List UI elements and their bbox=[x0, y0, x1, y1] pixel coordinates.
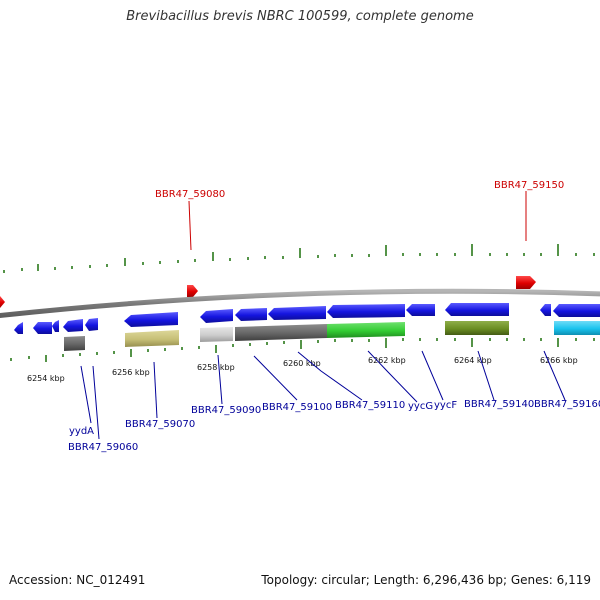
gene-label-bbr47-59060: BBR47_59060 bbox=[68, 442, 138, 453]
gene-label-bbr47-59100: BBR47_59100 bbox=[262, 402, 332, 413]
genome-backbone bbox=[0, 288, 600, 318]
ruler-label: 6266 kbp bbox=[540, 356, 578, 365]
ruler-label: 6256 kbp bbox=[112, 368, 150, 377]
forward-feature-bbr47-59150 bbox=[516, 276, 536, 289]
inner-tick-row bbox=[10, 338, 595, 362]
outer-tick-row bbox=[3, 244, 595, 273]
leader-lines bbox=[80, 191, 566, 440]
cds-blue bbox=[33, 322, 52, 334]
forward-feature-left-edge bbox=[0, 296, 5, 308]
cog-bar-khaki bbox=[125, 330, 179, 347]
cds-blue bbox=[540, 304, 551, 316]
cds-blue bbox=[124, 312, 178, 327]
cog-bar-light-gray bbox=[200, 327, 233, 342]
ruler-label: 6264 kbp bbox=[454, 356, 492, 365]
cog-function-bars bbox=[64, 321, 600, 351]
ruler-label: 6254 kbp bbox=[27, 374, 65, 383]
gene-label-bbr47-59160: BBR47_59160 bbox=[534, 399, 600, 410]
gene-label-yycf: yycF bbox=[434, 400, 457, 411]
cog-bar-olive bbox=[445, 321, 509, 335]
cog-bar-cyan bbox=[554, 321, 600, 335]
genome-title: Brevibacillus brevis NBRC 100599, comple… bbox=[126, 9, 474, 24]
cds-blue bbox=[200, 309, 233, 323]
gene-label-bbr47-59070: BBR47_59070 bbox=[125, 419, 195, 430]
cds-blue bbox=[327, 304, 405, 318]
gene-label-yyda: yydA bbox=[69, 426, 94, 437]
gene-label-yycg: yycG bbox=[408, 401, 433, 412]
ruler-label: 6260 kbp bbox=[283, 359, 321, 368]
gene-label-bbr47-59150: BBR47_59150 bbox=[494, 180, 564, 191]
cds-blue bbox=[553, 304, 600, 317]
cog-bar-dark-gray bbox=[64, 336, 85, 351]
ruler-labels: 6254 kbp 6256 kbp 6258 kbp 6260 kbp 6262… bbox=[27, 356, 578, 383]
cds-blue bbox=[445, 303, 509, 316]
cds-blue bbox=[52, 320, 59, 332]
accession-text: Accession: NC_012491 bbox=[9, 573, 146, 587]
cds-blue bbox=[85, 318, 98, 331]
forward-strand-features bbox=[0, 276, 536, 308]
cog-bar-green bbox=[327, 322, 405, 338]
gene-label-bbr47-59080: BBR47_59080 bbox=[155, 189, 225, 200]
ruler-label: 6262 kbp bbox=[368, 356, 406, 365]
gene-label-bbr47-59140: BBR47_59140 bbox=[464, 399, 534, 410]
cds-blue bbox=[268, 306, 326, 320]
cog-bar-dark-gray bbox=[235, 324, 327, 341]
cds-blue bbox=[406, 304, 435, 316]
ruler-label: 6258 kbp bbox=[197, 363, 235, 372]
cds-blue bbox=[63, 319, 83, 332]
feature-labels: BBR47_59080 BBR47_59150 yydA BBR47_59060… bbox=[68, 180, 600, 453]
forward-feature-bbr47-59080 bbox=[187, 285, 198, 297]
gene-label-bbr47-59110: BBR47_59110 bbox=[335, 400, 405, 411]
gene-label-bbr47-59090: BBR47_59090 bbox=[191, 405, 261, 416]
cds-blue bbox=[235, 308, 267, 321]
reverse-strand-cds bbox=[14, 303, 600, 334]
cds-blue bbox=[14, 322, 23, 334]
topology-text: Topology: circular; Length: 6,296,436 bp… bbox=[261, 573, 591, 587]
